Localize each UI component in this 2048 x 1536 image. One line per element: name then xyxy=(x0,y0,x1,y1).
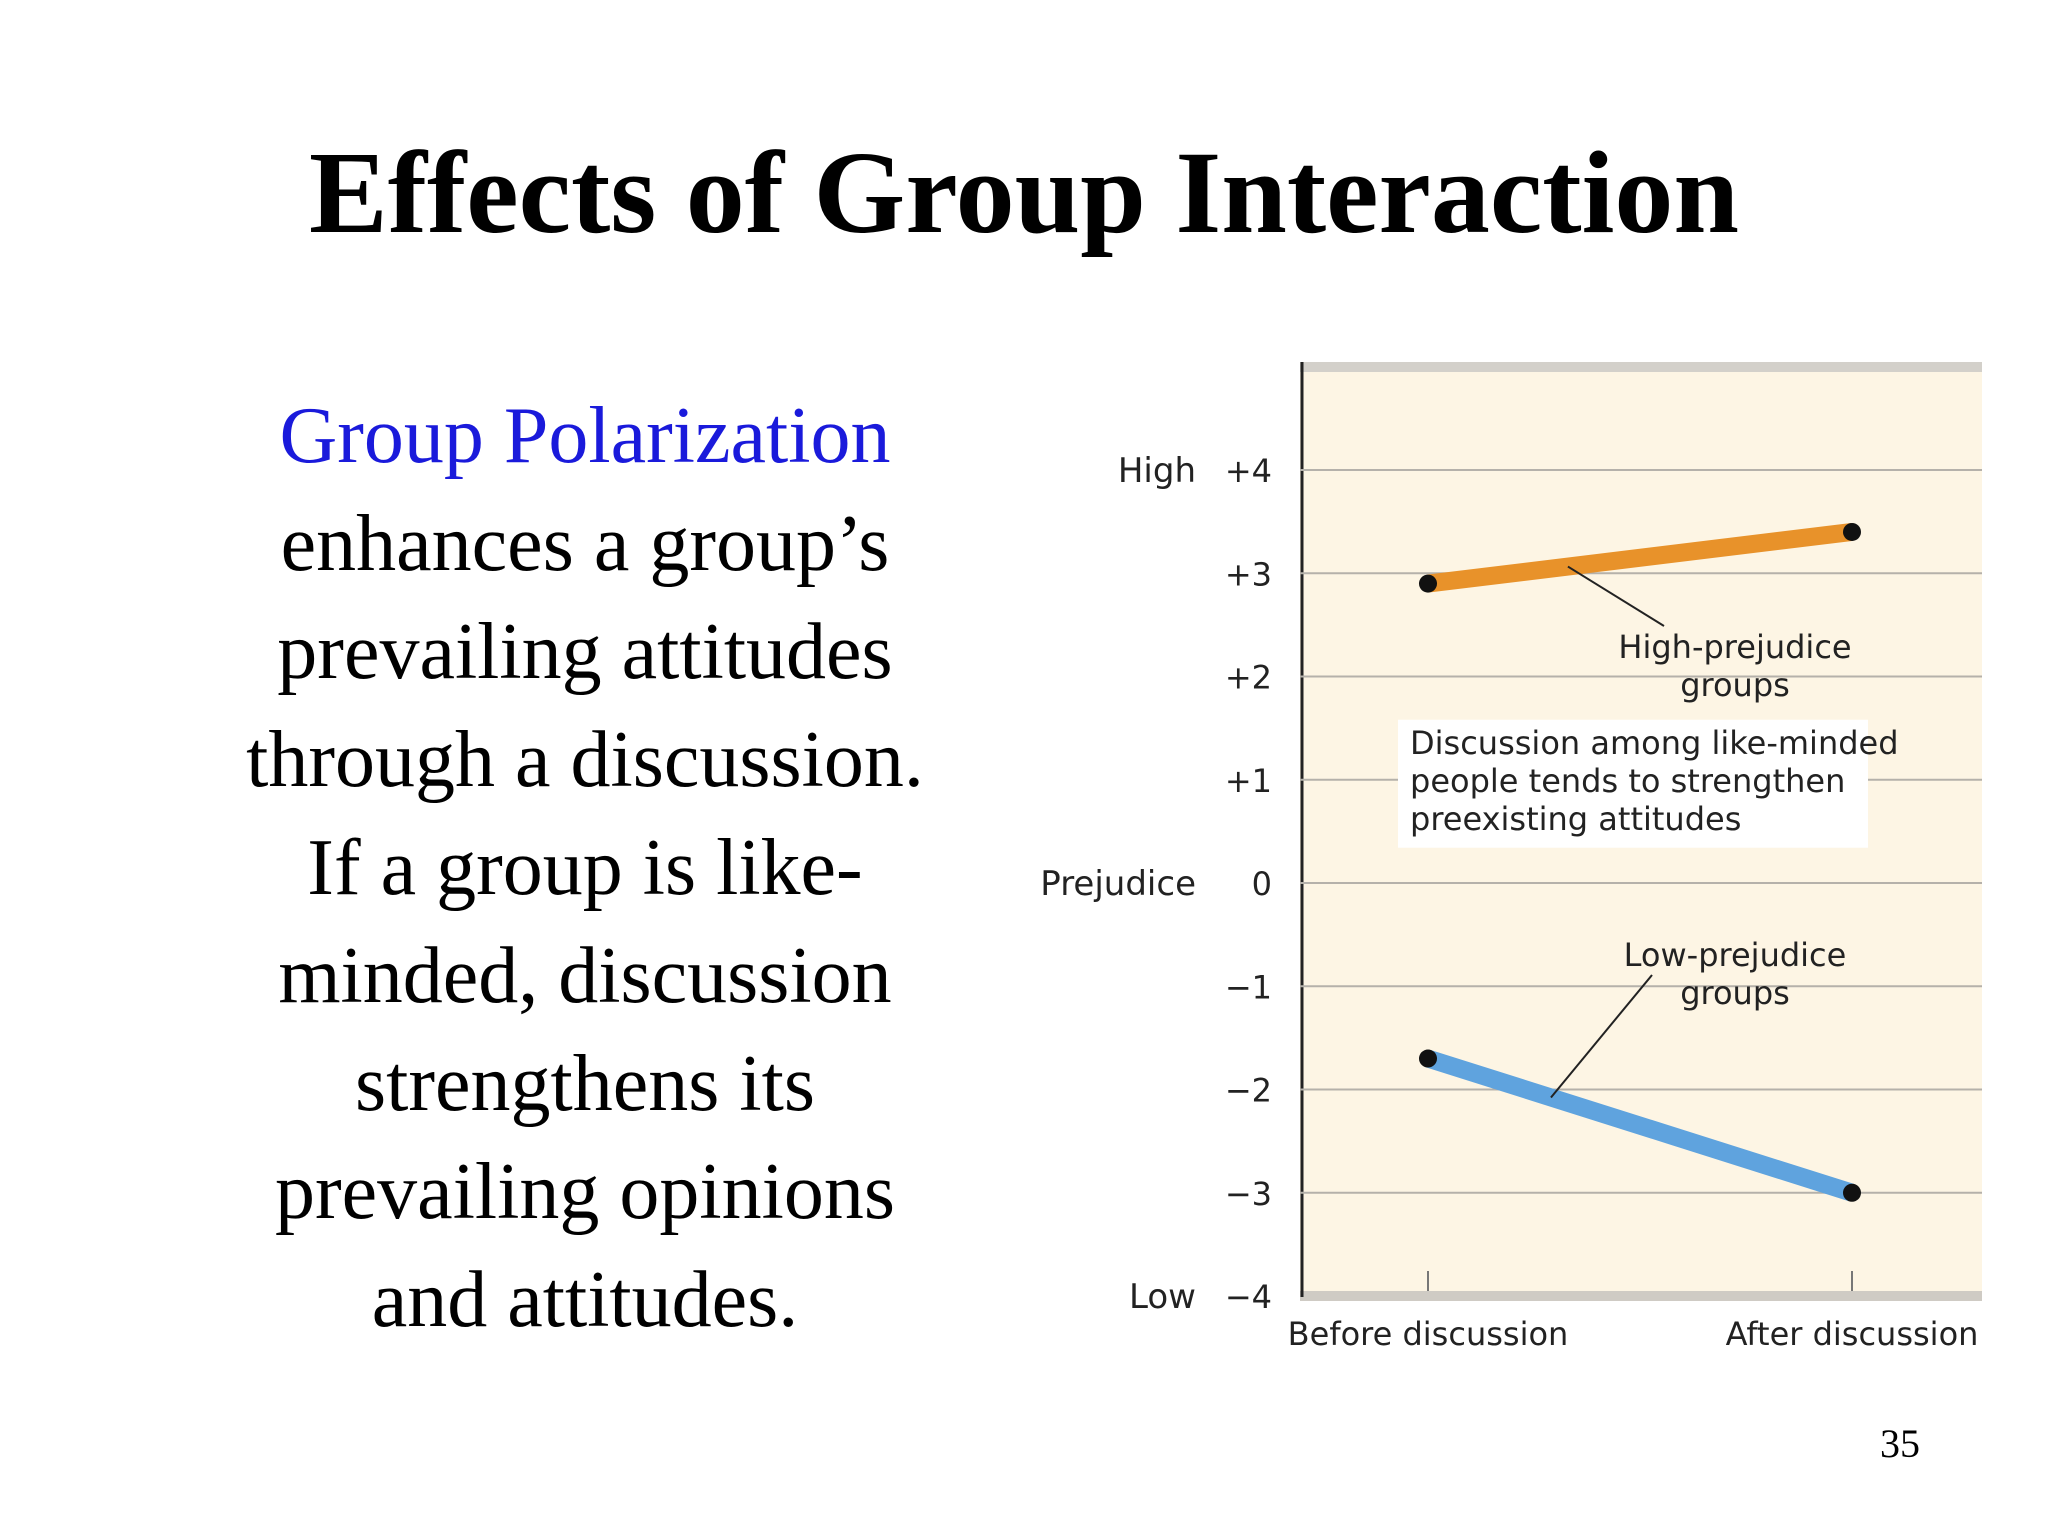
body-text-line: prevailing opinions xyxy=(275,1148,895,1236)
data-point xyxy=(1419,1049,1437,1068)
y-side-label-high: High xyxy=(1118,451,1196,491)
y-tick-label: −1 xyxy=(1225,968,1272,1006)
data-point xyxy=(1843,522,1861,541)
y-tick-label: −2 xyxy=(1225,1072,1272,1110)
slide-number: 35 xyxy=(1880,1421,1920,1466)
body-text-line: enhances a group’s xyxy=(280,500,890,588)
series-label: Low-prejudice xyxy=(1624,936,1847,974)
series-line xyxy=(1426,523,1854,593)
body-text-line: minded, discussion xyxy=(278,932,892,1020)
x-tick-label: Before discussion xyxy=(1288,1315,1569,1353)
annotation-box xyxy=(1398,719,1868,848)
series-label: groups xyxy=(1680,666,1790,704)
annotation-text: preexisting attitudes xyxy=(1410,800,1741,838)
plot-top-border xyxy=(1300,362,1982,372)
series-line xyxy=(1425,1049,1855,1202)
body-highlight-term: Group Polarization xyxy=(279,392,891,480)
annotation-text: people tends to strengthen xyxy=(1410,762,1845,800)
x-axis-band xyxy=(1300,1291,1982,1301)
y-tick-label: 0 xyxy=(1252,865,1272,903)
body-text-line: and attitudes. xyxy=(371,1256,799,1344)
leader-line xyxy=(1550,974,1653,1099)
y-tick-label: +1 xyxy=(1225,762,1272,800)
data-point xyxy=(1419,574,1437,593)
y-tick-label: +2 xyxy=(1225,659,1272,697)
y-tick-label: +3 xyxy=(1225,555,1272,593)
slide-title: Effects of Group Interaction xyxy=(308,127,1739,258)
y-axis-label: Prejudice xyxy=(1040,864,1196,904)
y-side-label-low: Low xyxy=(1129,1277,1196,1317)
body-text: Group Polarization enhances a group’s prev… xyxy=(160,382,1010,1354)
series-label: High-prejudice xyxy=(1618,628,1851,666)
y-tick-label: +4 xyxy=(1225,452,1272,490)
annotation-text: Discussion among like-minded xyxy=(1410,724,1899,762)
body-text-line: strengthens its xyxy=(355,1040,815,1128)
body-text-line: through a discussion. xyxy=(246,716,924,804)
body-text-line: If a group is like- xyxy=(307,824,863,912)
body-text-line: prevailing attitudes xyxy=(277,608,893,696)
series-label: groups xyxy=(1680,974,1790,1012)
y-tick-label: −4 xyxy=(1225,1278,1272,1316)
data-point xyxy=(1843,1183,1861,1202)
y-tick-label: −3 xyxy=(1225,1175,1272,1213)
leader-line xyxy=(1567,565,1665,627)
x-tick-label: After discussion xyxy=(1726,1315,1979,1353)
